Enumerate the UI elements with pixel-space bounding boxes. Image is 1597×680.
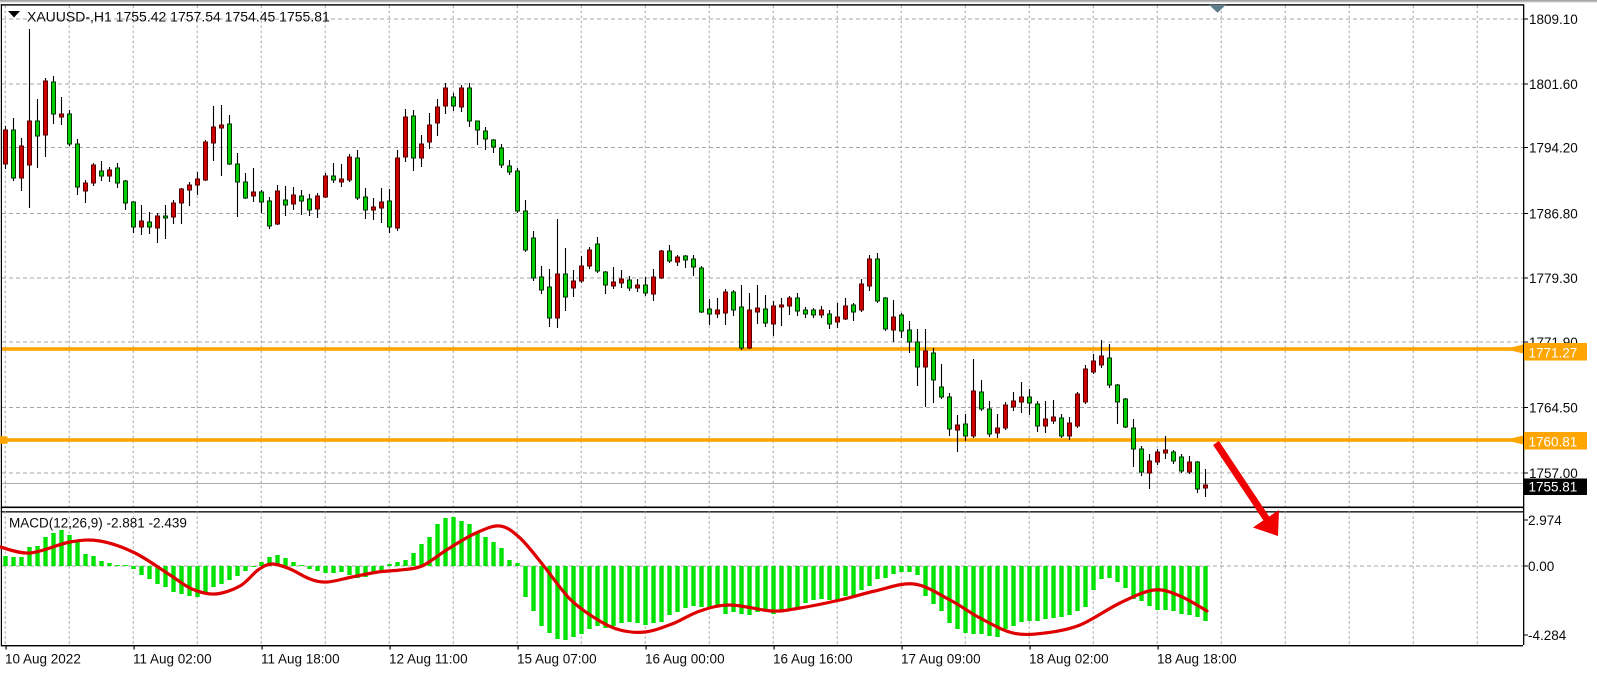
svg-text:10 Aug 2022: 10 Aug 2022 xyxy=(5,652,81,667)
svg-text:15 Aug 07:00: 15 Aug 07:00 xyxy=(517,652,597,667)
svg-text:1757.00: 1757.00 xyxy=(1529,466,1578,481)
svg-text:1779.30: 1779.30 xyxy=(1529,271,1578,286)
svg-text:-4.284: -4.284 xyxy=(1528,628,1567,643)
svg-text:17 Aug 09:00: 17 Aug 09:00 xyxy=(901,652,981,667)
svg-text:1801.60: 1801.60 xyxy=(1529,77,1578,92)
svg-text:18 Aug 18:00: 18 Aug 18:00 xyxy=(1157,652,1237,667)
svg-text:0.00: 0.00 xyxy=(1528,559,1554,574)
svg-text:16 Aug 16:00: 16 Aug 16:00 xyxy=(773,652,853,667)
svg-text:1755.81: 1755.81 xyxy=(1529,480,1578,495)
svg-text:1809.10: 1809.10 xyxy=(1529,12,1578,27)
svg-text:18 Aug 02:00: 18 Aug 02:00 xyxy=(1029,652,1109,667)
svg-text:1786.80: 1786.80 xyxy=(1529,207,1578,222)
svg-text:1771.27: 1771.27 xyxy=(1529,346,1578,361)
svg-text:11 Aug 02:00: 11 Aug 02:00 xyxy=(133,652,212,667)
svg-text:11 Aug 18:00: 11 Aug 18:00 xyxy=(261,652,340,667)
svg-text:1794.20: 1794.20 xyxy=(1529,141,1578,156)
svg-text:MACD(12,26,9) -2.881 -2.439: MACD(12,26,9) -2.881 -2.439 xyxy=(9,516,187,531)
svg-text:1760.81: 1760.81 xyxy=(1529,435,1578,450)
svg-text:XAUUSD-,H1 1755.42 1757.54 17: XAUUSD-,H1 1755.42 1757.54 1754.45 1755.… xyxy=(27,9,330,25)
svg-text:12 Aug 11:00: 12 Aug 11:00 xyxy=(389,652,468,667)
svg-text:2.974: 2.974 xyxy=(1528,513,1562,528)
svg-text:16 Aug 00:00: 16 Aug 00:00 xyxy=(645,652,725,667)
svg-text:1764.50: 1764.50 xyxy=(1529,401,1578,416)
